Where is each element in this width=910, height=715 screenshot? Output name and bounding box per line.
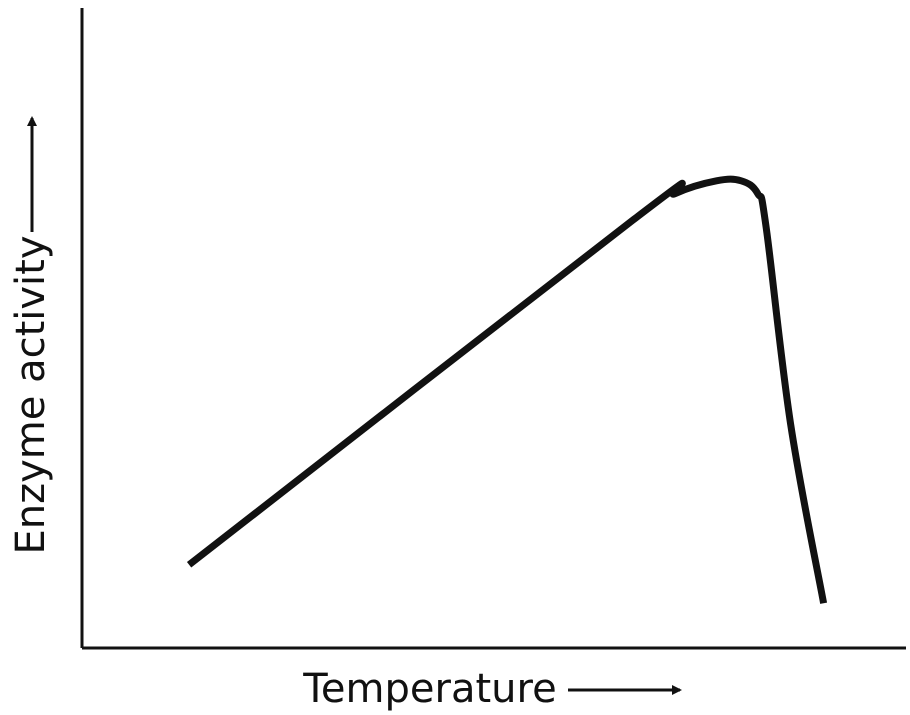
x-axis-label: Temperature <box>302 666 556 712</box>
y-axis-label: Enzyme activity <box>8 235 54 554</box>
series-line <box>186 175 828 604</box>
